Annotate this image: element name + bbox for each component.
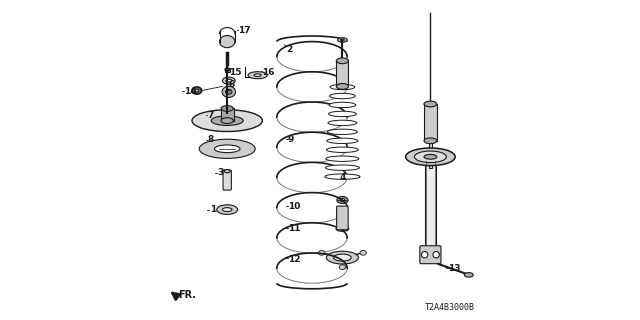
Ellipse shape	[328, 120, 357, 125]
Text: 16: 16	[262, 68, 275, 76]
Ellipse shape	[330, 84, 355, 90]
Ellipse shape	[338, 212, 347, 216]
Ellipse shape	[329, 102, 356, 108]
Ellipse shape	[422, 252, 428, 258]
Ellipse shape	[337, 58, 348, 64]
FancyBboxPatch shape	[429, 104, 432, 168]
Ellipse shape	[199, 139, 255, 158]
Ellipse shape	[226, 90, 232, 94]
Text: 10: 10	[288, 202, 300, 211]
Ellipse shape	[360, 250, 366, 255]
Ellipse shape	[326, 251, 358, 264]
Text: 2: 2	[285, 45, 292, 54]
Ellipse shape	[339, 265, 346, 269]
Text: 3: 3	[217, 168, 223, 177]
Ellipse shape	[223, 77, 236, 84]
Text: 17: 17	[239, 26, 251, 35]
Ellipse shape	[324, 174, 360, 179]
Text: 13: 13	[448, 264, 461, 273]
Ellipse shape	[433, 252, 439, 258]
Ellipse shape	[319, 250, 325, 255]
FancyBboxPatch shape	[337, 206, 348, 230]
Text: 8: 8	[207, 135, 214, 144]
Ellipse shape	[424, 155, 436, 159]
Text: 5: 5	[413, 154, 419, 163]
Ellipse shape	[337, 84, 348, 89]
Text: 6: 6	[229, 80, 235, 89]
Ellipse shape	[221, 106, 234, 111]
FancyBboxPatch shape	[221, 108, 234, 121]
Ellipse shape	[336, 226, 349, 231]
Ellipse shape	[225, 170, 230, 173]
Ellipse shape	[330, 93, 355, 99]
Text: 15: 15	[229, 68, 241, 76]
Text: T2A4B3000B: T2A4B3000B	[425, 303, 475, 312]
Ellipse shape	[214, 145, 240, 153]
Ellipse shape	[424, 138, 436, 144]
Text: FR.: FR.	[179, 290, 196, 300]
Ellipse shape	[192, 87, 202, 94]
FancyBboxPatch shape	[225, 68, 230, 72]
Ellipse shape	[326, 156, 359, 161]
Ellipse shape	[340, 198, 345, 202]
FancyBboxPatch shape	[425, 157, 436, 251]
Ellipse shape	[328, 111, 356, 116]
Ellipse shape	[415, 151, 447, 163]
Ellipse shape	[254, 74, 261, 76]
FancyBboxPatch shape	[424, 104, 437, 141]
Text: 7: 7	[207, 111, 214, 120]
Ellipse shape	[220, 36, 235, 48]
Ellipse shape	[327, 138, 358, 143]
Ellipse shape	[248, 72, 268, 79]
Ellipse shape	[223, 208, 232, 212]
FancyBboxPatch shape	[337, 61, 349, 86]
Ellipse shape	[211, 116, 243, 125]
Ellipse shape	[226, 79, 232, 82]
Ellipse shape	[195, 89, 198, 92]
Ellipse shape	[221, 118, 234, 124]
Text: 1: 1	[210, 205, 216, 214]
Text: 14: 14	[184, 87, 196, 96]
Text: 11: 11	[288, 224, 301, 233]
Text: 12: 12	[288, 255, 301, 264]
FancyBboxPatch shape	[420, 246, 441, 264]
Ellipse shape	[325, 165, 360, 170]
Ellipse shape	[222, 86, 236, 98]
Ellipse shape	[337, 196, 348, 204]
Ellipse shape	[406, 148, 455, 166]
FancyBboxPatch shape	[223, 170, 232, 190]
Ellipse shape	[338, 222, 347, 226]
Ellipse shape	[333, 254, 351, 261]
Ellipse shape	[338, 217, 347, 221]
Ellipse shape	[465, 273, 474, 277]
Ellipse shape	[217, 205, 237, 214]
Ellipse shape	[326, 147, 358, 152]
Ellipse shape	[328, 129, 357, 134]
Ellipse shape	[192, 110, 262, 132]
Text: 9: 9	[288, 135, 294, 144]
Text: 4: 4	[339, 173, 346, 182]
Ellipse shape	[225, 68, 230, 71]
Ellipse shape	[424, 101, 436, 107]
Ellipse shape	[338, 38, 347, 42]
Ellipse shape	[340, 39, 344, 41]
